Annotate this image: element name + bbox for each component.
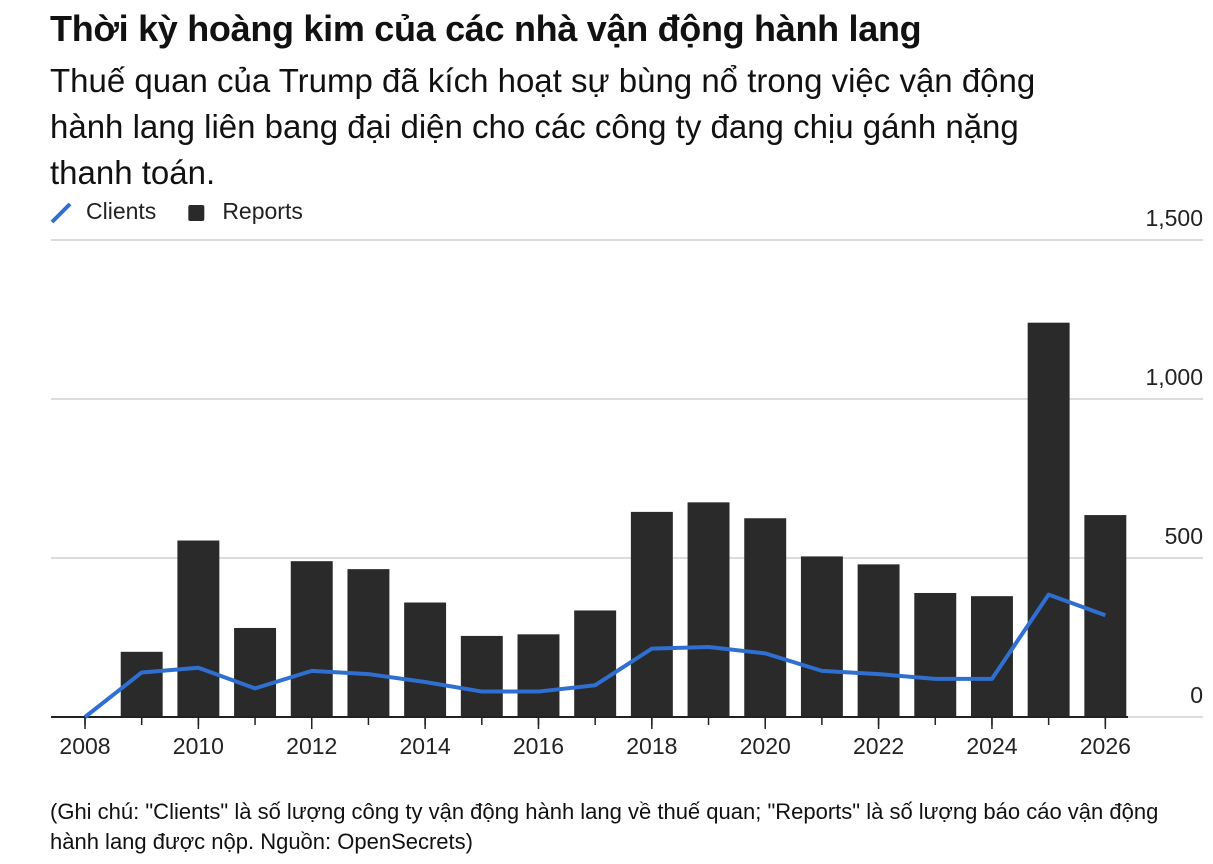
bar — [800, 556, 843, 717]
x-tick-label: 2018 — [626, 733, 677, 759]
bar — [177, 540, 220, 717]
bar — [630, 511, 673, 717]
legend-label: Clients — [86, 198, 156, 224]
bar — [517, 634, 560, 717]
x-tick-label: 2026 — [1080, 733, 1131, 759]
bar — [857, 564, 900, 717]
chart-title: Thời kỳ hoàng kim của các nhà vận động h… — [50, 8, 922, 49]
legend-swatch — [50, 202, 72, 224]
x-tick-label: 2024 — [966, 733, 1017, 759]
x-tick-label: 2022 — [853, 733, 904, 759]
bar — [460, 635, 503, 717]
x-tick-label: 2020 — [740, 733, 791, 759]
y-tick-label: 1,500 — [1145, 205, 1203, 231]
bar — [1027, 322, 1070, 717]
legend-label: Reports — [222, 198, 303, 224]
footnote: (Ghi chú: "Clients" là số lượng công ty … — [50, 799, 1159, 854]
x-tick-label: 2012 — [286, 733, 337, 759]
x-tick-label: 2016 — [513, 733, 564, 759]
y-tick-label: 500 — [1165, 523, 1203, 549]
bar — [234, 627, 277, 717]
bar — [914, 592, 957, 717]
x-tick-label: 2014 — [400, 733, 451, 759]
bar — [347, 569, 390, 717]
y-tick-label: 1,000 — [1145, 364, 1203, 390]
x-tick-label: 2008 — [59, 733, 110, 759]
bar — [574, 610, 617, 717]
bar — [290, 561, 333, 717]
line — [83, 592, 1107, 719]
bar — [744, 518, 787, 717]
legend-swatch — [188, 205, 205, 221]
bar — [404, 602, 447, 717]
x-tick-label: 2010 — [173, 733, 224, 759]
bar — [687, 502, 730, 717]
y-tick-label: 0 — [1190, 682, 1203, 708]
chart-subtitle: Thuế quan của Trump đã kích hoạt sự bùng… — [50, 62, 1036, 191]
bar — [1084, 515, 1127, 717]
